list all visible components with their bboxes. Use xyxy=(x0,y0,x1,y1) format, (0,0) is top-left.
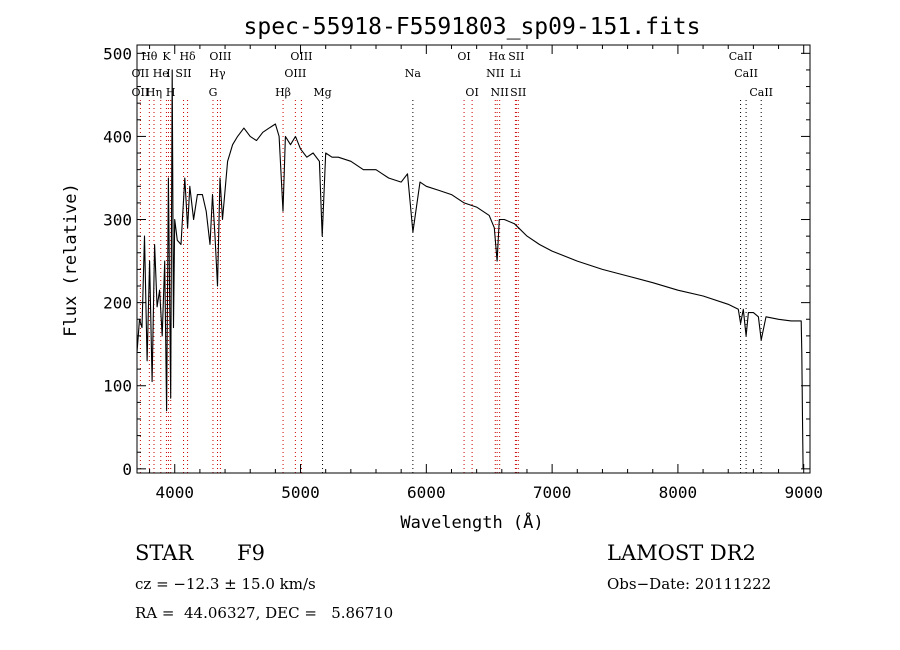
redshift-velocity: cz = −12.3 ± 15.0 km/s xyxy=(135,575,316,593)
survey-name: LAMOST DR2 xyxy=(607,541,756,565)
line-label: G xyxy=(209,86,218,99)
line-label: K xyxy=(162,50,171,63)
x-axis: 4000 5000 6000 7000 8000 9000 xyxy=(149,45,823,502)
line-label: CaII xyxy=(729,50,753,63)
line-label: Hδ xyxy=(179,50,196,63)
line-label: OI xyxy=(465,86,478,99)
line-label: OI xyxy=(457,50,470,63)
x-axis-label: Wavelength (Å) xyxy=(400,511,543,533)
line-label: Hα xyxy=(489,50,507,63)
line-label: OIII xyxy=(290,50,312,63)
y-tick-label: 0 xyxy=(122,460,132,479)
x-tick-label: 7000 xyxy=(533,483,572,502)
line-markers xyxy=(139,100,762,473)
line-label: NII xyxy=(486,67,504,80)
x-tick-label: 8000 xyxy=(659,483,698,502)
line-label: H xyxy=(166,86,176,99)
line-label: OII xyxy=(132,86,150,99)
x-tick-label: 4000 xyxy=(155,483,194,502)
y-axis: 0 100 200 300 400 500 xyxy=(103,44,810,479)
line-label: OIII xyxy=(209,50,231,63)
flux-series-line xyxy=(136,69,804,469)
line-label: OIII xyxy=(284,67,306,80)
line-label: Hθ xyxy=(141,50,158,63)
line-label: SII xyxy=(510,86,526,99)
coordinates: RA = 44.06327, DEC = 5.86710 xyxy=(135,604,394,622)
x-tick-label: 6000 xyxy=(407,483,446,502)
line-label: SII xyxy=(508,50,524,63)
y-tick-label: 400 xyxy=(103,127,132,146)
line-label: Hγ xyxy=(209,67,226,80)
y-tick-label: 300 xyxy=(103,211,132,230)
line-label: Hβ xyxy=(275,86,291,99)
line-label: Li xyxy=(510,67,521,80)
line-label: Na xyxy=(405,67,422,80)
y-axis-label: Flux (relative) xyxy=(61,183,81,337)
line-label: SII xyxy=(175,67,191,80)
plot-frame xyxy=(136,44,811,474)
object-class: STAR xyxy=(135,541,194,565)
chart-title: spec-55918-F5591803_sp09-151.fits xyxy=(244,14,701,40)
line-label: OII xyxy=(132,67,150,80)
line-label: CaII xyxy=(734,67,758,80)
observation-date: Obs−Date: 20111222 xyxy=(607,575,772,593)
object-subclass: F9 xyxy=(237,541,265,565)
line-label: Mg xyxy=(313,86,331,99)
line-label: NII xyxy=(491,86,509,99)
line-label: Hη xyxy=(146,86,162,99)
x-tick-label: 9000 xyxy=(784,483,823,502)
y-tick-label: 500 xyxy=(103,44,132,63)
x-tick-label: 5000 xyxy=(281,483,320,502)
line-label: CaII xyxy=(749,86,773,99)
y-tick-label: 100 xyxy=(103,377,132,396)
line-label: He xyxy=(153,67,169,80)
y-tick-label: 200 xyxy=(103,294,132,313)
line-label: I xyxy=(166,67,170,80)
